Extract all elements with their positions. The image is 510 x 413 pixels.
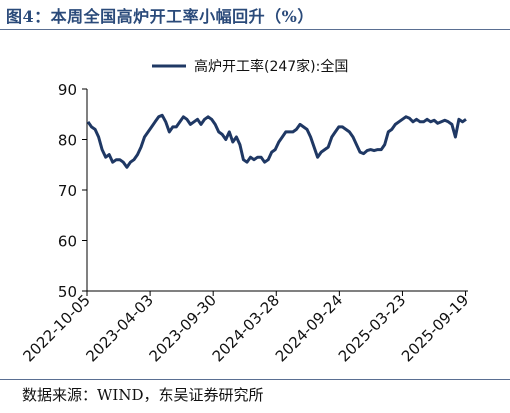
x-tick-label: 2024-09-24 — [272, 291, 346, 365]
y-tick-label: 90 — [58, 81, 77, 99]
y-tick-label: 80 — [58, 132, 77, 150]
x-tick-group: 2022-10-052023-04-032023-09-302024-03-28… — [19, 291, 472, 365]
legend-label: 高炉开工率(247家):全国 — [194, 58, 348, 75]
series-line — [86, 113, 467, 169]
y-tick-label: 60 — [58, 233, 77, 251]
source-note: 数据来源：WIND，东吴证券研究所 — [22, 386, 264, 404]
y-tick-label: 50 — [58, 283, 77, 301]
source-divider — [0, 379, 510, 380]
title-divider — [0, 29, 510, 30]
x-tick-label: 2022-10-05 — [19, 291, 93, 365]
legend: 高炉开工率(247家):全国 — [152, 58, 348, 75]
y-tick-label: 70 — [58, 182, 77, 200]
x-tick-label: 2023-09-30 — [146, 291, 220, 365]
x-tick-label: 2025-09-19 — [398, 291, 472, 365]
x-tick-label: 2024-03-28 — [209, 291, 283, 365]
figure-title: 图4：本周全国高炉开工率小幅回升（%） — [6, 7, 314, 26]
x-tick-label: 2025-03-23 — [335, 291, 409, 365]
y-tick-group: 50 60 70 80 90 — [58, 81, 87, 301]
x-tick-label: 2023-04-03 — [83, 291, 157, 365]
